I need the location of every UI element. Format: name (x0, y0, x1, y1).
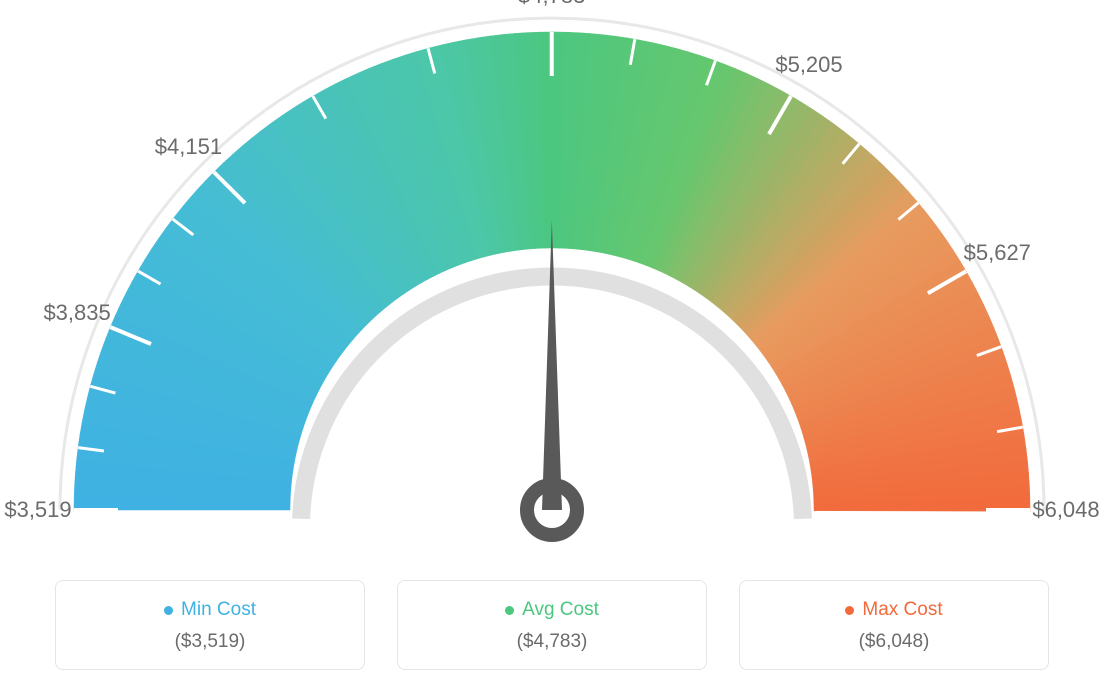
legend-title-max: Max Cost (845, 599, 942, 621)
gauge-tick-label: $5,205 (775, 52, 842, 78)
legend-card-max: Max Cost ($6,048) (739, 580, 1049, 670)
legend-title-text-min: Min Cost (181, 599, 256, 621)
legend-row: Min Cost ($3,519) Avg Cost ($4,783) Max … (0, 580, 1104, 670)
legend-title-min: Min Cost (164, 599, 256, 621)
gauge-chart: $3,519 $3,835 $4,151 $4,783 $5,205 $5,627 $6,0… (0, 0, 1104, 560)
legend-title-avg: Avg Cost (505, 599, 599, 621)
legend-card-avg: Avg Cost ($4,783) (397, 580, 707, 670)
gauge-svg (0, 0, 1104, 560)
legend-card-min: Min Cost ($3,519) (55, 580, 365, 670)
gauge-tick-label: $5,627 (964, 240, 1031, 266)
legend-title-text-max: Max Cost (862, 599, 942, 621)
gauge-tick-label: $4,151 (155, 134, 222, 160)
gauge-tick-label: $4,783 (518, 0, 585, 9)
legend-title-text-avg: Avg Cost (522, 599, 599, 621)
legend-dot-avg (505, 606, 514, 615)
legend-dot-max (845, 606, 854, 615)
legend-value-avg: ($4,783) (418, 631, 686, 653)
legend-value-max: ($6,048) (760, 631, 1028, 653)
legend-dot-min (164, 606, 173, 615)
gauge-tick-label: $6,048 (1032, 497, 1099, 523)
gauge-tick-label: $3,519 (4, 497, 71, 523)
legend-value-min: ($3,519) (76, 631, 344, 653)
gauge-tick-label: $3,835 (43, 300, 110, 326)
